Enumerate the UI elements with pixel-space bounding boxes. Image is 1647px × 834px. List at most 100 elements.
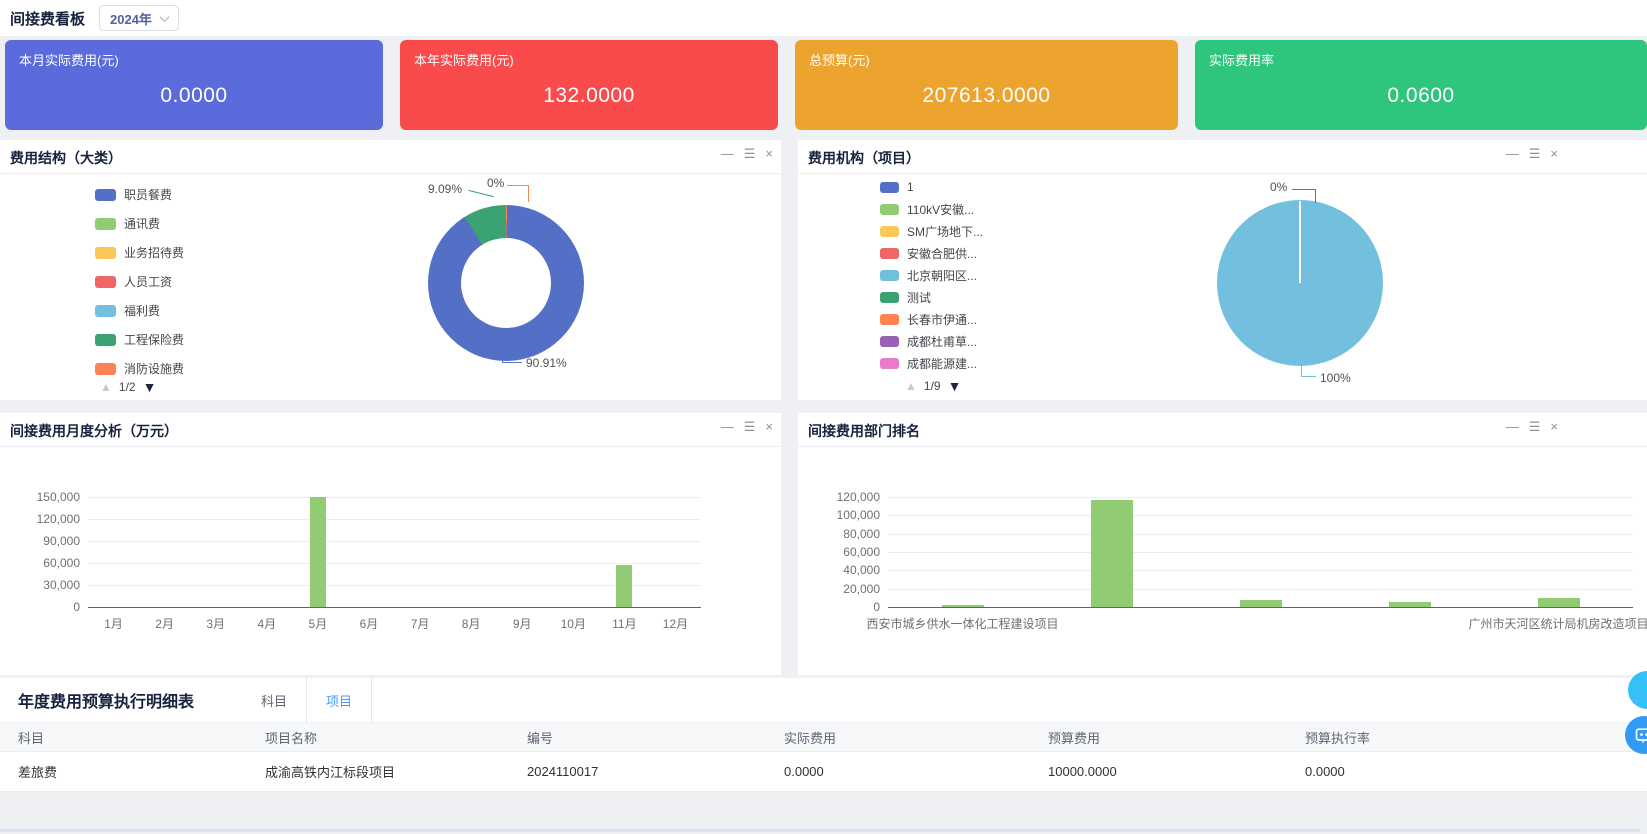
minimize-icon[interactable]: — <box>1505 146 1519 161</box>
legend-item[interactable]: 业务招待费 <box>95 238 184 267</box>
table-header-row: 年度费用预算执行明细表 科目 项目 <box>0 678 1647 722</box>
y-axis-tick-label: 120,000 <box>36 512 80 526</box>
legend-item[interactable]: 工程保险费 <box>95 325 184 354</box>
close-icon[interactable]: × <box>1550 419 1558 434</box>
kpi-label: 本年实际费用(元) <box>414 53 514 68</box>
x-axis-tick-label: 4月 <box>257 617 277 631</box>
legend-item[interactable]: 职员餐费 <box>95 180 184 209</box>
table-cell: 0.0000 <box>784 764 824 779</box>
x-axis-tick-label: 西安市城乡供水一体化工程建设项目 <box>866 617 1059 631</box>
close-icon[interactable]: × <box>1550 146 1558 161</box>
grid-line <box>88 519 701 520</box>
legend-item[interactable]: 通讯费 <box>95 209 184 238</box>
legend-label: 110kV安徽... <box>907 202 975 217</box>
legend-item[interactable]: 福利费 <box>95 296 184 325</box>
horizontal-scrollbar[interactable] <box>0 829 1640 832</box>
legend-item[interactable]: 成都杜甫草... <box>880 330 983 352</box>
legend-label: 消防设施费 <box>124 362 185 376</box>
legend-item[interactable]: 长春市伊通... <box>880 308 983 330</box>
pager-up-icon[interactable]: ▲ <box>100 380 112 394</box>
ranking-bar-chart: 0 20,000 40,000 60,000 80,000 100,000 120,000 西… <box>798 413 1647 675</box>
floating-service-button[interactable] <box>1628 671 1647 709</box>
minimize-icon[interactable]: — <box>720 146 734 161</box>
x-axis-tick-label: 9月 <box>512 617 532 631</box>
y-axis-tick-label: 40,000 <box>843 563 880 578</box>
x-axis-tick-label: 7月 <box>410 617 430 631</box>
pager-down-icon[interactable]: ▼ <box>142 379 157 395</box>
pager-text: 1/9 <box>923 379 941 393</box>
legend-swatch-icon <box>880 291 899 303</box>
menu-icon[interactable]: ☰ <box>743 146 756 161</box>
menu-icon[interactable]: ☰ <box>743 419 756 434</box>
grid-line <box>888 570 1633 572</box>
legend-label: 成都能源建... <box>907 356 978 371</box>
bar <box>941 605 984 607</box>
y-axis-tick-label: 120,000 <box>836 490 880 504</box>
pager-up-icon[interactable]: ▲ <box>905 379 917 393</box>
column-header: 实际费用 <box>784 730 837 746</box>
kpi-value: 132.0000 <box>543 84 635 107</box>
x-axis-line <box>88 607 701 608</box>
legend-label: 福利费 <box>124 304 161 318</box>
legend-item[interactable]: 消防设施费 <box>95 354 184 383</box>
legend-swatch-icon <box>95 304 116 317</box>
kpi-value: 0.0600 <box>1387 84 1455 107</box>
kpi-value: 207613.0000 <box>922 84 1051 107</box>
kpi-cards: 本月实际费用(元) 0.0000 本年实际费用(元) 132.0000 总预算(元) 20… <box>5 40 1647 130</box>
panel-title: 费用结构（大类） <box>10 150 122 166</box>
minimize-icon[interactable]: — <box>720 419 734 434</box>
legend-item[interactable]: 安徽合肥供... <box>880 242 983 264</box>
table-tab-项目[interactable]: 项目 <box>306 678 373 722</box>
y-axis-tick-label: 100,000 <box>836 508 880 523</box>
panel-window-icons: — ☰ × <box>721 420 773 433</box>
legend-item[interactable]: 测试 <box>880 286 983 308</box>
legend-item[interactable]: 1 <box>880 176 983 198</box>
legend-label: 通讯费 <box>124 217 161 231</box>
x-axis-tick-label: 广州市天河区统计局机房改造项目 <box>1468 617 1647 631</box>
legend-label: SM广场地下... <box>907 224 984 239</box>
budget-detail-table: 年度费用预算执行明细表 科目 项目 科目 项目名称 编号 实际费用 预算费用 预算执行率 差… <box>0 678 1647 792</box>
legend-label: 安徽合肥供... <box>907 246 978 261</box>
grid-line <box>888 552 1633 553</box>
close-icon[interactable]: × <box>765 419 773 434</box>
x-axis-tick-label: 11月 <box>612 617 637 631</box>
legend-swatch-icon <box>880 247 899 259</box>
legend-swatch-icon <box>95 362 116 375</box>
kpi-label: 总预算(元) <box>809 53 870 68</box>
legend-label: 长春市伊通... <box>907 312 978 327</box>
minimize-icon[interactable]: — <box>1505 419 1519 434</box>
year-select[interactable]: 2024年 <box>99 5 179 31</box>
kpi-value: 0.0000 <box>160 84 228 107</box>
grid-line <box>88 497 701 498</box>
menu-icon[interactable]: ☰ <box>1528 146 1541 161</box>
legend-swatch-icon <box>880 181 899 193</box>
panel-window-icons: — ☰ × <box>1506 420 1558 433</box>
panel-department-ranking: 间接费用部门排名 — ☰ × 0 20,000 40,000 60,000 80,000… <box>798 413 1647 675</box>
legend-label: 成都杜甫草... <box>907 334 978 349</box>
legend-label: 北京朝阳区... <box>907 268 978 283</box>
legend-swatch-icon <box>880 225 899 237</box>
donut-label-blue: 90.91% <box>526 356 567 370</box>
legend-swatch-icon <box>880 203 899 215</box>
legend-item[interactable]: SM广场地下... <box>880 220 983 242</box>
bar <box>1388 601 1431 607</box>
legend-item[interactable]: 110kV安徽... <box>880 198 983 220</box>
legend-item[interactable]: 北京朝阳区... <box>880 264 983 286</box>
chevron-down-icon <box>159 11 170 22</box>
legend-swatch-icon <box>95 188 116 201</box>
close-icon[interactable]: × <box>765 146 773 161</box>
y-axis-tick-label: 90,000 <box>43 534 80 548</box>
organization-legend: 1 110kV安徽... SM广场地下... 安徽合肥供... 北京朝阳区... 测试长春… <box>880 176 983 374</box>
table-tab-科目[interactable]: 科目 <box>261 693 288 709</box>
top-bar: 间接费看板 2024年 <box>0 0 1647 36</box>
pager-down-icon[interactable]: ▼ <box>947 378 962 394</box>
panel-cost-structure: 费用结构（大类） — ☰ × 职员餐费通讯费业务招待费 人员工资福利费工程保险费消… <box>0 140 781 400</box>
leader-line <box>507 185 529 202</box>
menu-icon[interactable]: ☰ <box>1528 419 1541 434</box>
grid-line <box>888 588 1633 590</box>
legend-swatch-icon <box>880 335 899 347</box>
legend-item[interactable]: 成都能源建... <box>880 352 983 374</box>
legend-label: 1 <box>907 180 914 194</box>
legend-item[interactable]: 人员工资 <box>95 267 184 296</box>
